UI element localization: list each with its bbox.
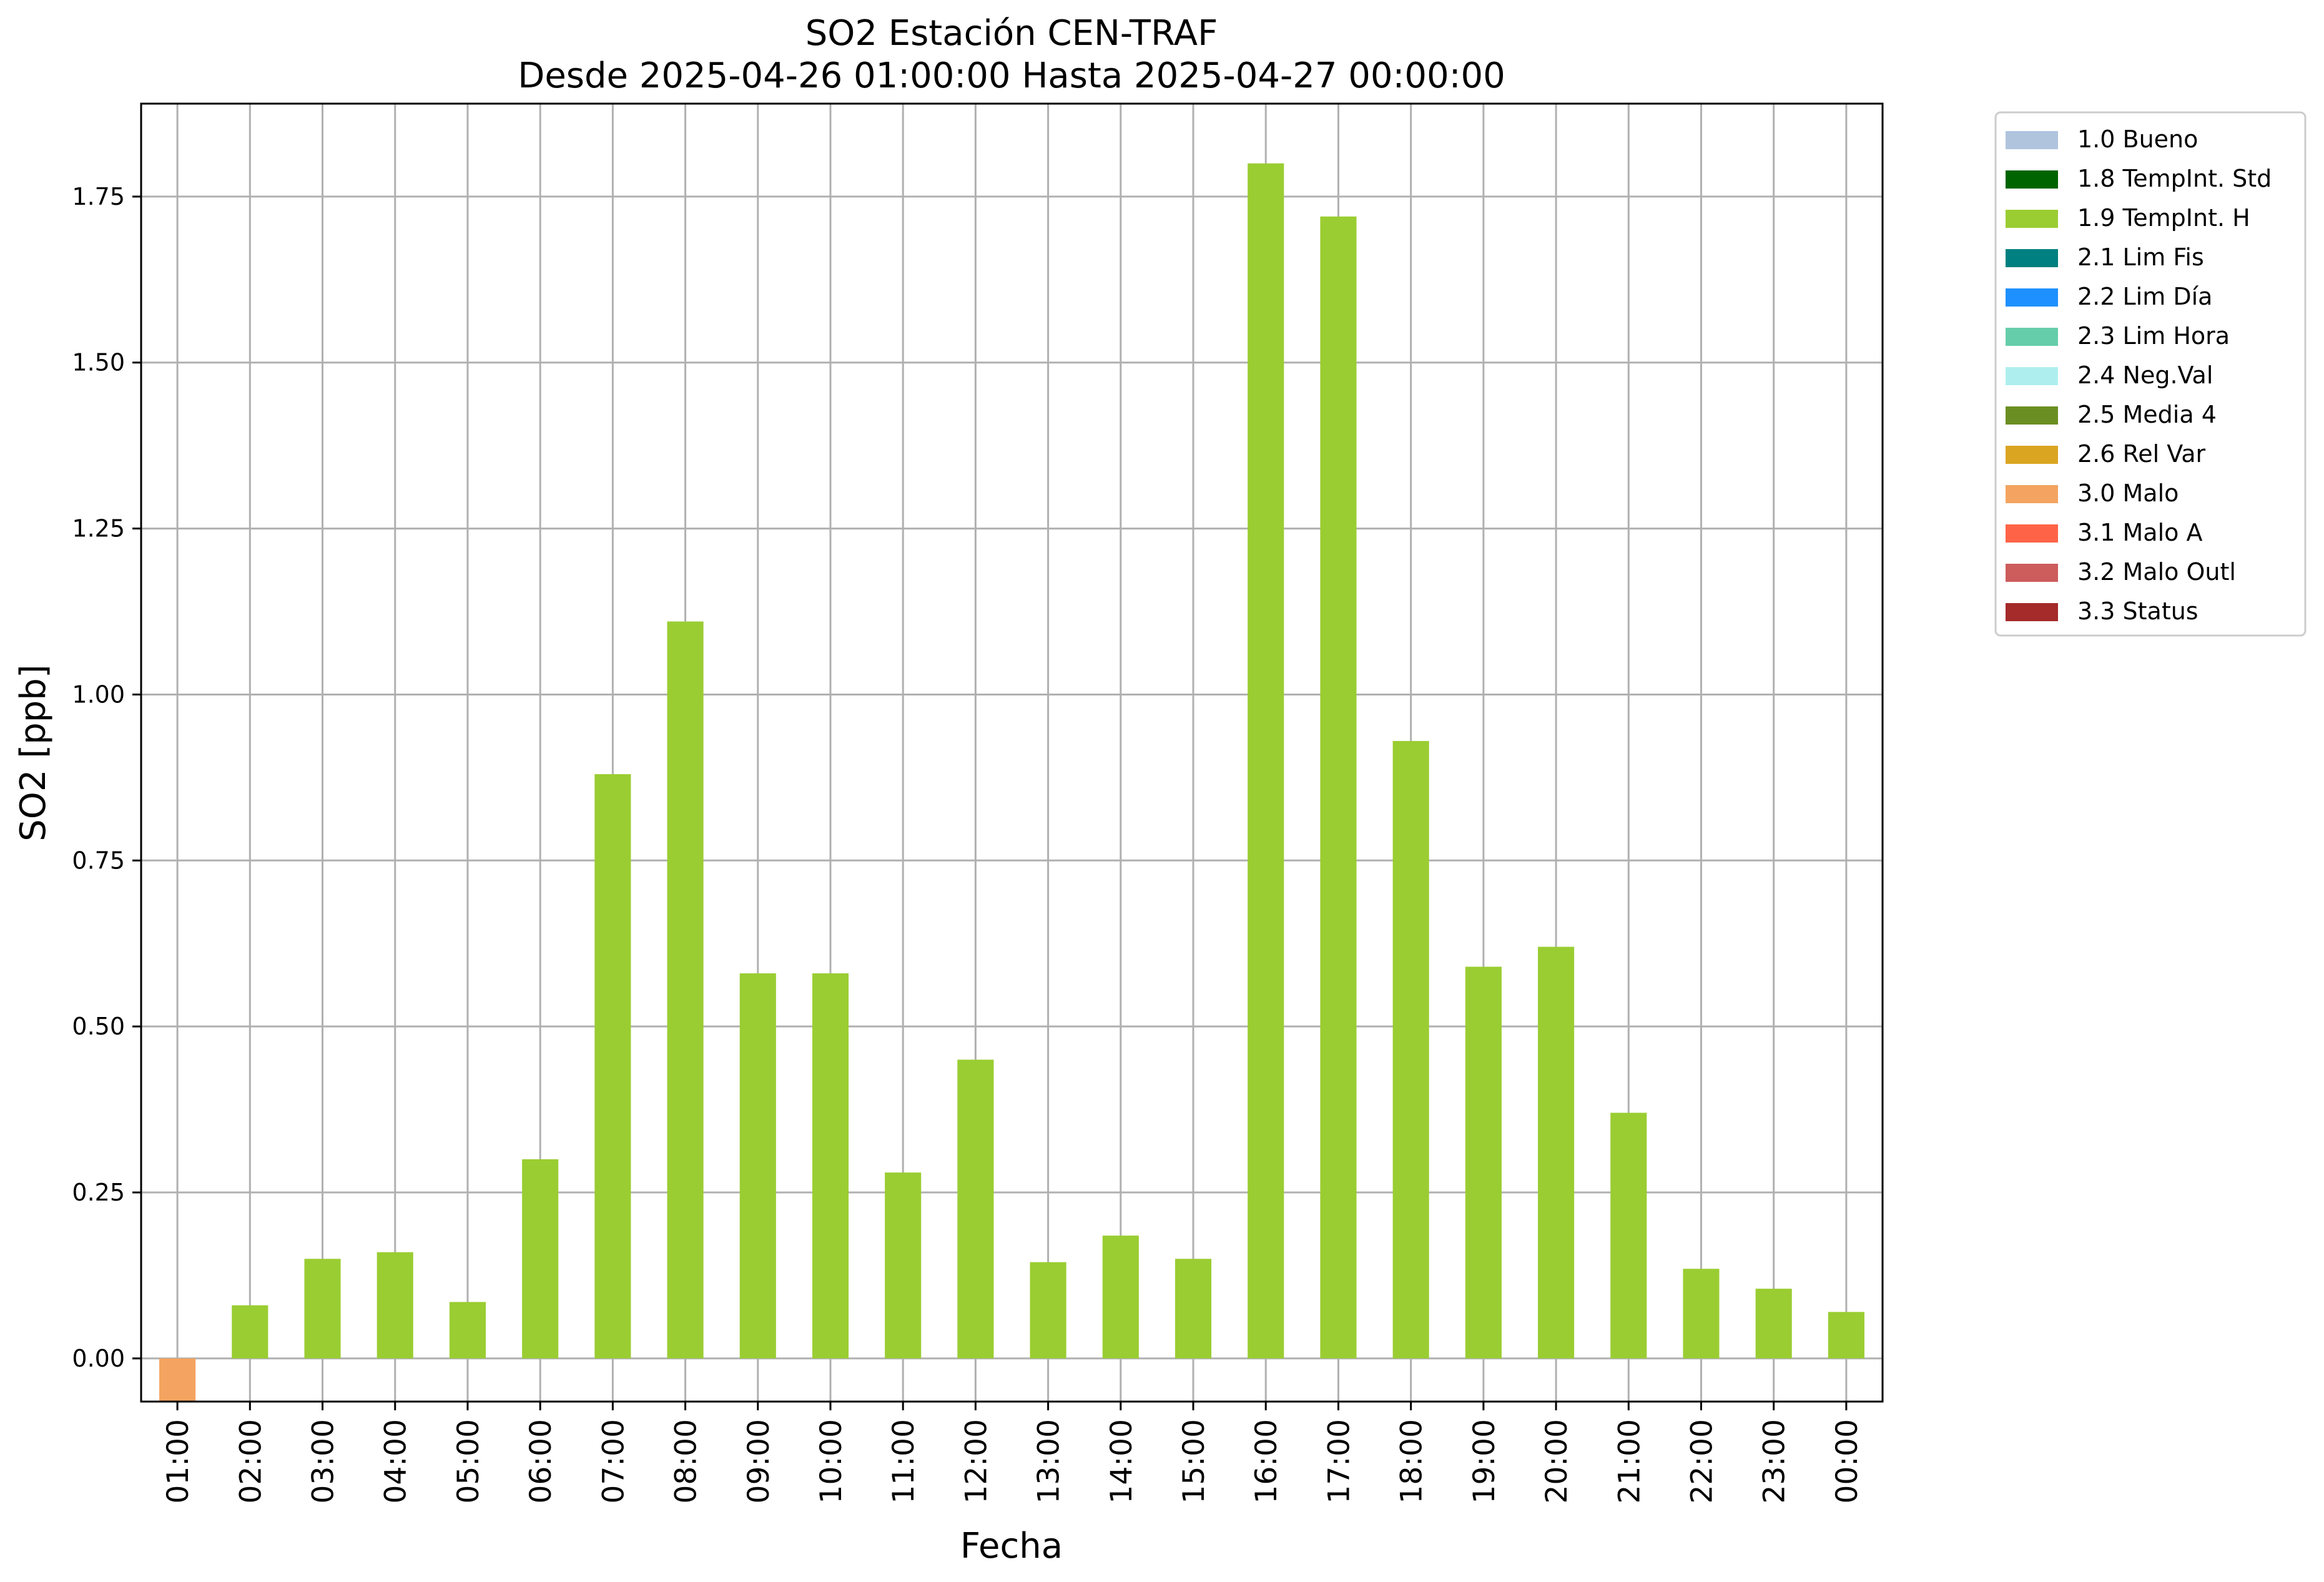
x-tick-label: 01:00 bbox=[161, 1419, 195, 1503]
legend-swatch bbox=[2006, 328, 2058, 346]
legend: 1.0 Bueno 1.8 TempInt. Std 1.9 TempInt. H 2… bbox=[1994, 111, 2307, 637]
bar-1300 bbox=[1030, 1262, 1066, 1358]
x-tick-label: 04:00 bbox=[379, 1419, 413, 1503]
legend-label: 2.1 Lim Fis bbox=[2077, 243, 2204, 271]
legend-label: 3.1 Malo A bbox=[2077, 519, 2202, 546]
chart-subtitle: Desde 2025-04-26 01:00:00 Hasta 2025-04-… bbox=[518, 56, 1505, 96]
legend-label: 3.0 Malo bbox=[2077, 479, 2179, 507]
x-tick-label: 05:00 bbox=[451, 1419, 486, 1503]
legend-swatch bbox=[2006, 446, 2058, 464]
x-axis-label: Fecha bbox=[960, 1526, 1063, 1566]
legend-label: 2.4 Neg.Val bbox=[2077, 361, 2213, 389]
plot-frame bbox=[140, 102, 1884, 1403]
bar-1800 bbox=[1392, 740, 1429, 1358]
x-tick-label: 06:00 bbox=[524, 1419, 558, 1503]
legend-swatch bbox=[2006, 131, 2058, 149]
bar-0700 bbox=[594, 774, 631, 1358]
chart-title: SO2 Estación CEN-TRAF bbox=[805, 13, 1218, 54]
x-tick-label: 18:00 bbox=[1395, 1419, 1429, 1503]
x-tick-label: 23:00 bbox=[1758, 1419, 1792, 1503]
bar-2000 bbox=[1538, 946, 1575, 1358]
x-tick-label: 10:00 bbox=[814, 1419, 849, 1503]
bar-0800 bbox=[667, 621, 704, 1358]
legend-label: 2.6 Rel Var bbox=[2077, 440, 2206, 468]
x-tick-label: 19:00 bbox=[1467, 1419, 1502, 1503]
x-axis-ticks: 01:00 02:00 03:00 04:00 05:00 06:00 07:00 08:00… bbox=[161, 1402, 1864, 1503]
bar-2200 bbox=[1683, 1269, 1720, 1358]
x-tick-label: 07:00 bbox=[596, 1419, 631, 1503]
bar-0200 bbox=[232, 1305, 268, 1358]
legend-swatch bbox=[2006, 603, 2058, 621]
x-tick-label: 14:00 bbox=[1105, 1419, 1139, 1503]
legend-label: 1.9 TempInt. H bbox=[2077, 204, 2250, 232]
legend-box bbox=[1994, 111, 2307, 637]
x-tick-label: 00:00 bbox=[1830, 1419, 1864, 1503]
x-tick-label: 12:00 bbox=[959, 1419, 993, 1503]
bar-1500 bbox=[1174, 1259, 1212, 1358]
legend-swatch bbox=[2006, 170, 2058, 189]
bar-2300 bbox=[1755, 1289, 1792, 1358]
x-tick-label: 03:00 bbox=[307, 1419, 341, 1503]
y-tick-label: 0.00 bbox=[72, 1345, 125, 1372]
x-tick-label: 08:00 bbox=[669, 1419, 704, 1503]
bar-1700 bbox=[1320, 216, 1357, 1358]
bar-0400 bbox=[377, 1252, 413, 1358]
y-tick-label: 0.75 bbox=[72, 847, 125, 874]
bar-1400 bbox=[1102, 1236, 1139, 1358]
x-tick-label: 20:00 bbox=[1540, 1419, 1574, 1503]
legend-swatch bbox=[2006, 485, 2058, 503]
x-tick-label: 11:00 bbox=[887, 1419, 921, 1503]
bar-1900 bbox=[1465, 966, 1502, 1358]
bar-0000 bbox=[1828, 1312, 1864, 1358]
bar-1100 bbox=[885, 1172, 922, 1358]
bar-0900 bbox=[739, 973, 776, 1358]
bar-0300 bbox=[304, 1259, 341, 1358]
legend-swatch bbox=[2006, 210, 2058, 228]
legend-swatch bbox=[2006, 524, 2058, 543]
bar-2100 bbox=[1610, 1113, 1647, 1358]
legend-label: 3.3 Status bbox=[2077, 597, 2198, 625]
legend-label: 1.8 TempInt. Std bbox=[2077, 165, 2272, 192]
y-tick-label: 1.00 bbox=[72, 680, 125, 708]
legend-swatch bbox=[2006, 406, 2058, 425]
x-tick-label: 13:00 bbox=[1032, 1419, 1066, 1503]
legend-label: 3.2 Malo Outl bbox=[2077, 558, 2236, 586]
legend-swatch bbox=[2006, 367, 2058, 385]
legend-swatch bbox=[2006, 249, 2058, 267]
y-tick-label: 0.25 bbox=[72, 1179, 125, 1206]
bar-1200 bbox=[957, 1059, 994, 1358]
legend-label: 2.2 Lim Día bbox=[2077, 283, 2212, 310]
x-tick-label: 22:00 bbox=[1685, 1419, 1719, 1503]
legend-swatch bbox=[2006, 288, 2058, 307]
bar-1600 bbox=[1248, 163, 1284, 1358]
y-axis-ticks: 0.00 0.25 0.50 0.75 1.00 1.25 1.50 1.75 bbox=[72, 183, 141, 1372]
x-tick-label: 21:00 bbox=[1612, 1419, 1647, 1503]
x-tick-label: 16:00 bbox=[1249, 1419, 1284, 1503]
y-tick-label: 1.50 bbox=[72, 349, 125, 376]
legend-label: 1.0 Bueno bbox=[2077, 125, 2198, 153]
y-tick-label: 1.75 bbox=[72, 183, 125, 210]
bars-group bbox=[159, 163, 1864, 1402]
bar-0600 bbox=[522, 1159, 559, 1358]
bar-0100 bbox=[159, 1358, 196, 1402]
x-tick-label: 09:00 bbox=[742, 1419, 776, 1503]
x-tick-label: 17:00 bbox=[1322, 1419, 1356, 1503]
y-tick-label: 0.50 bbox=[72, 1013, 125, 1040]
y-tick-label: 1.25 bbox=[72, 515, 125, 543]
legend-swatch bbox=[2006, 564, 2058, 582]
bar-1000 bbox=[812, 973, 849, 1358]
legend-label: 2.3 Lim Hora bbox=[2077, 322, 2230, 350]
x-tick-label: 02:00 bbox=[234, 1419, 268, 1503]
bar-0500 bbox=[449, 1302, 486, 1358]
x-tick-label: 15:00 bbox=[1177, 1419, 1211, 1503]
legend-label: 2.5 Media 4 bbox=[2077, 401, 2217, 428]
y-axis-label: SO2 [ppb] bbox=[13, 664, 54, 841]
